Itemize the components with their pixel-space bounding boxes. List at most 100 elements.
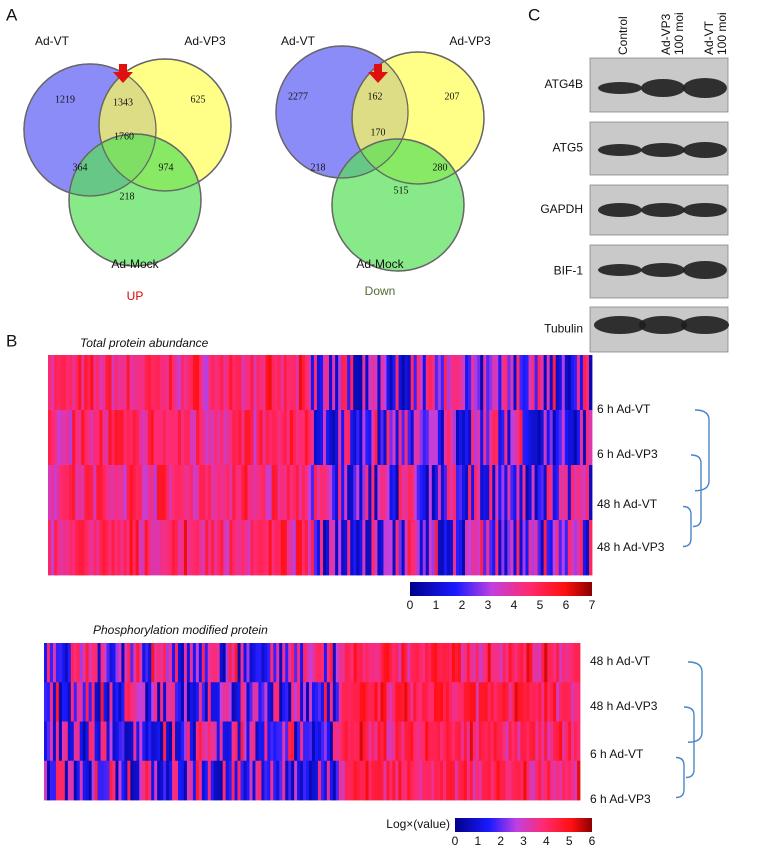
- heatmap-cell: [564, 520, 569, 576]
- heatmap-cell: [386, 410, 390, 466]
- heatmap-cell: [332, 643, 337, 683]
- heatmap-cell: [210, 760, 215, 801]
- heatmap-cell: [561, 520, 566, 576]
- heatmap-cell: [383, 643, 387, 683]
- heatmap-cell: [156, 465, 161, 521]
- heatmap-cell: [84, 520, 88, 576]
- heatmap-title: Total protein abundance: [80, 336, 209, 350]
- heatmap-cell: [525, 465, 529, 521]
- heatmap-cell: [492, 355, 496, 411]
- heatmap-cell: [558, 355, 563, 411]
- heatmap-cell: [528, 410, 532, 466]
- heatmap-cell: [180, 520, 185, 576]
- heatmap-cell: [489, 355, 493, 411]
- heatmap-cell: [117, 520, 121, 576]
- heatmap-cell: [139, 682, 143, 722]
- heatmap-cell: [186, 760, 191, 801]
- heatmap-cell: [398, 721, 402, 762]
- heatmap-cell: [440, 682, 444, 722]
- heatmap-cell: [231, 760, 235, 801]
- heatmap-cell: [93, 465, 97, 521]
- heatmap-cell: [178, 760, 182, 801]
- heatmap-cell: [217, 465, 221, 521]
- heatmap-cell: [582, 520, 587, 576]
- heatmap-cell: [63, 465, 67, 521]
- heatmap-cell: [187, 410, 191, 466]
- heatmap-cell: [347, 721, 352, 762]
- heatmap-cell: [85, 643, 90, 683]
- heatmap-cell: [374, 643, 378, 683]
- blot-label: Tubulin: [544, 322, 583, 336]
- heatmap-cell: [252, 721, 256, 762]
- heatmap-cell: [344, 643, 349, 683]
- heatmap-cell: [428, 410, 433, 466]
- heatmap-cell: [196, 410, 200, 466]
- heatmap-cell: [350, 520, 354, 576]
- heatmap-cell: [268, 410, 273, 466]
- heatmap-cell: [304, 520, 309, 576]
- heatmap-cell: [289, 355, 294, 411]
- heatmap-cell: [136, 721, 140, 762]
- heatmap-cell: [186, 682, 191, 722]
- heatmap-cell: [329, 643, 334, 683]
- heatmap-cell: [570, 355, 575, 411]
- heatmap-cell: [44, 721, 48, 762]
- heatmap-cell: [174, 410, 179, 466]
- heatmap-cell: [199, 465, 203, 521]
- heatmap-cell: [90, 355, 94, 411]
- heatmap-cell: [353, 682, 358, 722]
- heatmap-cell: [344, 355, 348, 411]
- heatmap-cell: [544, 643, 548, 683]
- heatmap-cell: [323, 682, 328, 722]
- heatmap-cell: [264, 760, 268, 801]
- heatmap-cell: [498, 355, 502, 411]
- heatmap-cell: [174, 520, 179, 576]
- heatmap-cell: [240, 760, 244, 801]
- heatmap-cell: [298, 520, 303, 576]
- heatmap-cell: [57, 355, 61, 411]
- heatmap-cell: [471, 410, 475, 466]
- colorbar-tick: 3: [520, 834, 527, 848]
- heatmap-cell: [511, 721, 515, 762]
- heatmap-cell: [404, 682, 408, 722]
- heatmap-cell: [341, 760, 346, 801]
- heatmap-cell: [489, 410, 493, 466]
- heatmap-cell: [478, 721, 483, 762]
- heatmap-cell: [362, 355, 366, 411]
- heatmap-cell: [234, 643, 238, 683]
- heatmap-cell: [192, 682, 197, 722]
- heatmap-cell: [193, 355, 197, 411]
- heatmap-cell: [520, 643, 524, 683]
- heatmap-cell: [365, 682, 369, 722]
- heatmap-cell: [270, 643, 274, 683]
- heatmap-cell: [507, 410, 511, 466]
- heatmap-cell: [326, 410, 330, 466]
- heatmap-cell: [175, 643, 179, 683]
- heatmap-cell: [549, 465, 554, 521]
- heatmap-cell: [79, 682, 84, 722]
- heatmap-cell: [416, 520, 421, 576]
- heatmap-cell: [147, 355, 152, 411]
- heatmap-cell: [329, 760, 334, 801]
- heatmap-cell: [326, 682, 331, 722]
- heatmap-cell: [66, 520, 70, 576]
- heatmap-cell: [219, 721, 224, 762]
- heatmap-cell: [365, 721, 369, 762]
- heatmap-cell: [571, 760, 575, 801]
- heatmap-cell: [285, 682, 289, 722]
- heatmap-cell: [389, 410, 393, 466]
- heatmap-cell: [501, 465, 505, 521]
- heatmap-cell: [460, 760, 465, 801]
- heatmap-cell: [462, 465, 466, 521]
- heatmap-cell: [326, 355, 330, 411]
- heatmap-cell: [537, 465, 542, 521]
- heatmap-cell: [431, 465, 436, 521]
- heatmap-cell: [135, 355, 140, 411]
- heatmap-cell: [457, 760, 462, 801]
- venn-outline: [23, 63, 157, 197]
- heatmap-cell: [588, 410, 593, 466]
- heatmap-cell: [295, 355, 300, 411]
- heatmap-cell: [564, 355, 569, 411]
- heatmap-cell: [280, 520, 285, 576]
- heatmap-cell: [582, 465, 587, 521]
